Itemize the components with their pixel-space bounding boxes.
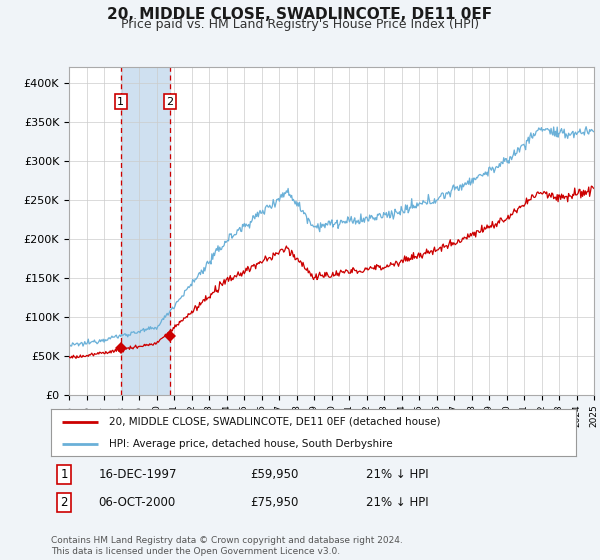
Text: 2: 2 <box>166 96 173 106</box>
Text: £59,950: £59,950 <box>251 468 299 481</box>
Text: Contains HM Land Registry data © Crown copyright and database right 2024.
This d: Contains HM Land Registry data © Crown c… <box>51 536 403 556</box>
Text: 21% ↓ HPI: 21% ↓ HPI <box>366 468 428 481</box>
Text: 20, MIDDLE CLOSE, SWADLINCOTE, DE11 0EF: 20, MIDDLE CLOSE, SWADLINCOTE, DE11 0EF <box>107 7 493 22</box>
Bar <box>121 67 170 395</box>
Text: 06-OCT-2000: 06-OCT-2000 <box>98 496 176 509</box>
Text: Price paid vs. HM Land Registry's House Price Index (HPI): Price paid vs. HM Land Registry's House … <box>121 18 479 31</box>
Text: HPI: Average price, detached house, South Derbyshire: HPI: Average price, detached house, Sout… <box>109 438 392 449</box>
Text: £75,950: £75,950 <box>251 496 299 509</box>
Text: 21% ↓ HPI: 21% ↓ HPI <box>366 496 428 509</box>
Text: 16-DEC-1997: 16-DEC-1997 <box>98 468 177 481</box>
Text: 2: 2 <box>61 496 68 509</box>
Text: 20, MIDDLE CLOSE, SWADLINCOTE, DE11 0EF (detached house): 20, MIDDLE CLOSE, SWADLINCOTE, DE11 0EF … <box>109 417 440 427</box>
Text: 1: 1 <box>118 96 124 106</box>
Text: 1: 1 <box>61 468 68 481</box>
